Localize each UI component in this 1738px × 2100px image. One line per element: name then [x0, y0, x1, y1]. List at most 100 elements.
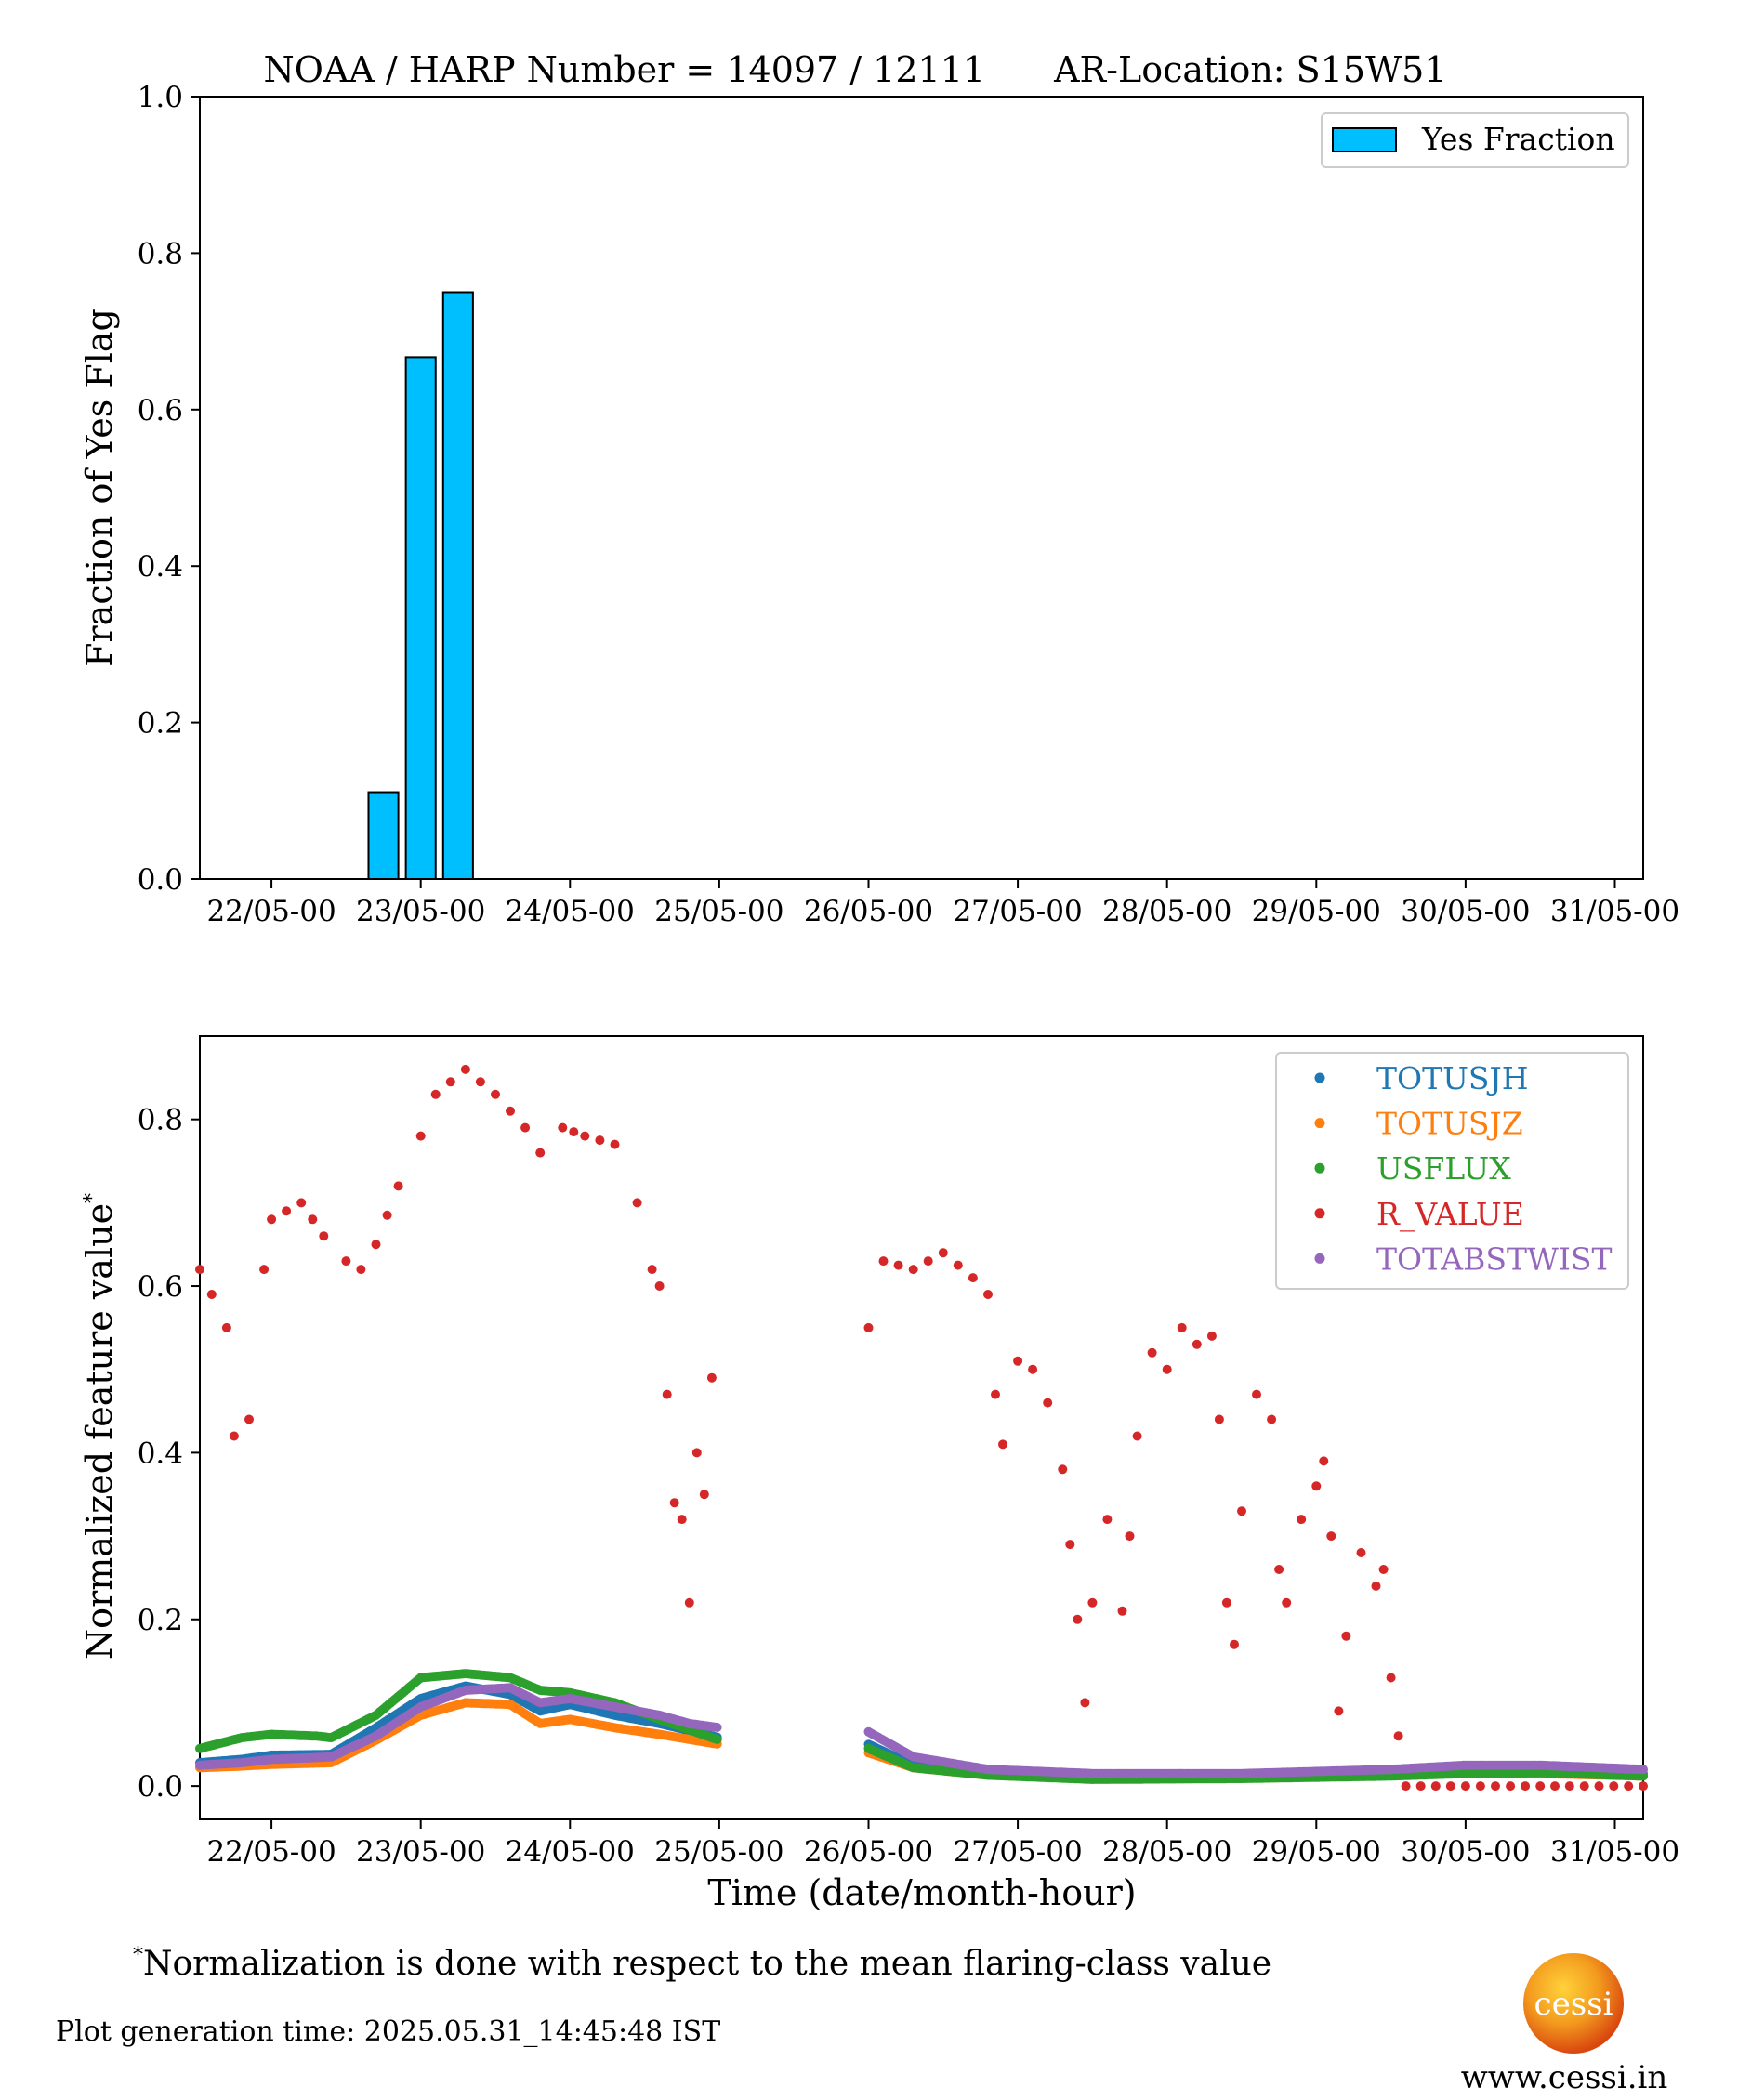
feature-y-label-mark: * [81, 1193, 104, 1203]
data-point [1073, 1614, 1083, 1624]
data-point [1609, 1781, 1619, 1792]
data-point [341, 1256, 351, 1267]
data-point [206, 1290, 217, 1299]
data-point [1237, 1506, 1246, 1516]
y-tick-label: 0.8 [138, 1104, 183, 1137]
legend-marker [1314, 1162, 1325, 1174]
data-point [1491, 1781, 1500, 1792]
data-point [1624, 1781, 1634, 1792]
data-point [863, 1322, 874, 1332]
data-point [595, 1135, 605, 1146]
data-point [1460, 1781, 1470, 1792]
data-point [669, 1498, 679, 1508]
y-tick-label: 0.2 [138, 1604, 183, 1637]
fraction-legend: Yes Fraction [1321, 112, 1629, 168]
data-point [1393, 1731, 1403, 1741]
data-point [520, 1122, 531, 1133]
x-tick-label: 29/05-00 [1252, 1835, 1381, 1869]
data-point [610, 1139, 620, 1149]
data-point [1445, 1781, 1455, 1792]
x-tick-label: 22/05-00 [206, 895, 336, 928]
data-point [1594, 1781, 1604, 1792]
footnote-marker: * [133, 1944, 143, 1967]
data-point [282, 1206, 292, 1216]
data-point [1058, 1464, 1068, 1475]
y-tick-label: 0.2 [138, 707, 183, 741]
data-point [229, 1431, 239, 1441]
data-point [244, 1414, 254, 1424]
data-point [558, 1122, 568, 1133]
fraction-bars [367, 291, 474, 881]
data-point [1535, 1781, 1546, 1792]
data-point [908, 1265, 918, 1275]
sun-logo-icon [1523, 1953, 1624, 2054]
x-tick-label: 24/05-00 [506, 895, 635, 928]
y-tick-label: 0.6 [138, 1270, 183, 1304]
data-point [1117, 1606, 1127, 1616]
harp-number-title: NOAA / HARP Number = 14097 / 12111 [264, 49, 986, 90]
ar-location-title: AR-Location: S15W51 [1053, 49, 1446, 90]
feature-points [195, 1064, 1648, 1792]
x-tick-label: 26/05-00 [804, 1835, 933, 1869]
x-tick-label: 31/05-00 [1550, 1835, 1679, 1869]
data-point [706, 1372, 717, 1383]
x-tick-label: 29/05-00 [1252, 895, 1381, 928]
data-point [382, 1210, 392, 1220]
data-point [580, 1131, 590, 1141]
data-point [1252, 1389, 1261, 1399]
data-point [1579, 1781, 1589, 1792]
data-point [1297, 1515, 1307, 1525]
data-point [1401, 1781, 1411, 1792]
x-tick-label: 23/05-00 [356, 895, 485, 928]
data-point [1334, 1706, 1344, 1716]
data-point [1177, 1322, 1187, 1332]
data-point [259, 1265, 270, 1275]
data-point [1267, 1414, 1277, 1424]
data-point [1521, 1781, 1531, 1792]
legend-marker [1314, 1118, 1325, 1129]
y-tick-label: 0.0 [138, 1770, 183, 1804]
data-point [308, 1214, 318, 1225]
y-tick-label: 0.6 [138, 394, 183, 427]
yes-fraction-bar [441, 291, 474, 880]
yes-fraction-bar [404, 356, 437, 880]
data-point [712, 1735, 722, 1744]
data-point [691, 1448, 702, 1458]
x-tick-label: 23/05-00 [356, 1835, 485, 1869]
fraction-legend-swatch [1332, 127, 1397, 152]
feature-y-axis: 0.0 0.2 0.4 0.6 0.8 [138, 1104, 200, 1804]
x-tick-label: 25/05-00 [654, 1835, 783, 1869]
data-point [1564, 1781, 1574, 1792]
data-point [662, 1389, 672, 1399]
cessi-website-link[interactable]: www.cessi.in [1461, 2059, 1668, 2096]
fraction-legend-label: Yes Fraction [1421, 121, 1615, 157]
fraction-plot-frame [199, 96, 1644, 880]
data-point [221, 1322, 231, 1332]
data-point [1311, 1481, 1322, 1491]
data-point [1282, 1597, 1292, 1608]
data-point [1102, 1515, 1113, 1525]
footnote-text: Normalization is done with respect to th… [143, 1945, 1271, 1983]
feature-legend: TOTUSJH TOTUSJZ USFLUX R_VALUE TOTABSTWIST [1275, 1052, 1629, 1290]
data-point [677, 1515, 687, 1525]
x-tick-label: 27/05-00 [953, 1835, 1082, 1869]
legend-marker [1314, 1072, 1325, 1083]
data-point [506, 1106, 515, 1116]
y-tick-label: 0.0 [138, 863, 183, 897]
fraction-y-axis: 0.0 0.2 0.4 0.6 0.8 1.0 [138, 81, 200, 897]
y-tick-label: 0.4 [138, 1437, 183, 1470]
data-point [267, 1214, 277, 1225]
feature-plot-frame [199, 1035, 1644, 1820]
x-tick-label: 31/05-00 [1550, 895, 1679, 928]
logo-text: cessi [1534, 1986, 1613, 2023]
data-point [1080, 1698, 1090, 1708]
data-point [878, 1256, 889, 1267]
data-point [1319, 1456, 1329, 1466]
feature-x-label: Time (date/month-hour) [707, 1872, 1136, 1913]
feature-y-label-text: Normalized feature value [79, 1203, 120, 1660]
data-point [1415, 1781, 1426, 1792]
legend-series-label: USFLUX [1376, 1150, 1511, 1187]
x-tick-label: 28/05-00 [1102, 1835, 1231, 1869]
legend-series-label: TOTABSTWIST [1376, 1240, 1613, 1277]
